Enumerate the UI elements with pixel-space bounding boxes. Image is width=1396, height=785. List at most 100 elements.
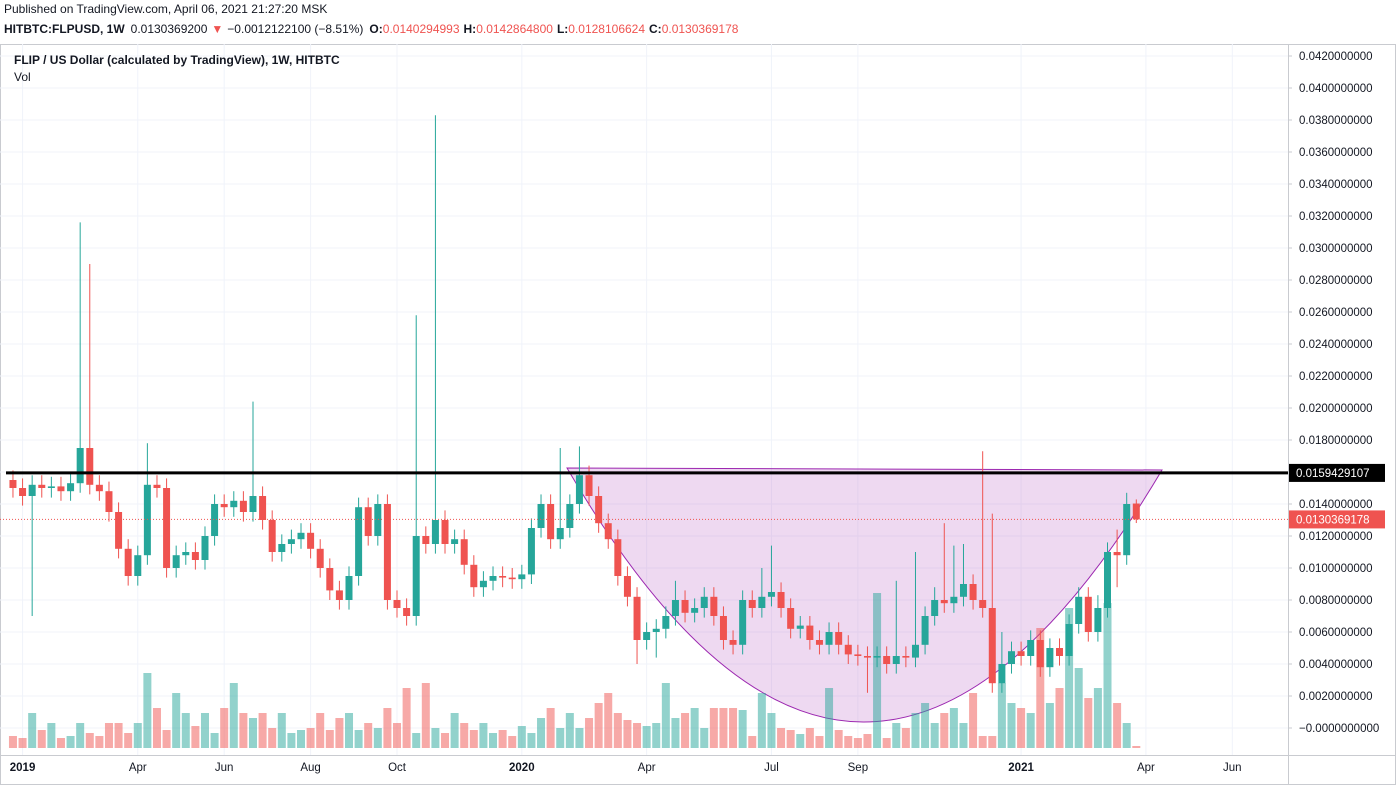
x-tick-label: Sep [848,762,868,774]
volume-bar [1122,723,1131,748]
volume-bar [1084,698,1093,748]
last-price-label: 0.0130369178 [1296,514,1370,526]
volume-bar [537,718,546,748]
volume-bar [1017,708,1026,748]
volume-bar [354,730,363,748]
candle-body [614,539,622,576]
volume-bar [882,738,891,748]
x-tick-label: Jul [764,762,779,774]
legend-title: FLIP / US Dollar (calculated by TradingV… [14,53,340,67]
volume-bar [393,723,402,748]
candle-body [710,596,718,616]
volume-bar [450,713,459,748]
candle-body [883,656,891,664]
volume-bar [441,733,450,748]
volume-bar [1074,668,1083,748]
high-value: 0.0142864800 [476,22,553,36]
volume-bar [940,713,949,748]
candle-body [143,484,151,556]
hline-label-box [1289,463,1385,482]
candle-body [307,532,315,549]
candle-body [451,539,459,544]
volume-bar [56,738,65,748]
candle-body [518,574,526,580]
candle-body [403,608,411,616]
candle-body [230,500,238,508]
candle-body [1084,596,1092,632]
volume-bar [959,723,968,748]
volume-bar [172,693,181,748]
candle-body [988,608,996,684]
candle-body [662,616,670,629]
volume-bar [489,733,498,748]
y-tick-label: 0.0200000000 [1299,403,1373,415]
x-tick-label: Oct [388,762,407,774]
volume-bar [37,730,46,748]
volume-bar [18,738,27,748]
candle-body [57,486,65,492]
y-tick-label: 0.0100000000 [1299,563,1373,575]
volume-bar [104,723,113,748]
candle-body [499,576,507,578]
candle-body [422,536,430,544]
volume-bar [690,708,699,748]
candle-body [335,590,343,600]
y-tick-label: 0.0300000000 [1299,243,1373,255]
volume-bar [191,726,200,748]
volume-bar [1132,746,1141,748]
volume-bar [421,683,430,748]
candle-body [537,504,545,528]
candle-body [479,580,487,588]
candle-body [854,654,862,656]
volume-bar [239,713,248,748]
candle-body [383,504,391,600]
candle-body [835,632,843,645]
candle-body [652,628,660,632]
candle-body [585,475,593,496]
volume-bar [383,708,392,748]
candle-body [172,555,180,568]
volume-bar [277,713,286,748]
candle-body [163,488,171,568]
volume-bar [76,723,85,748]
volume-bar [1036,628,1045,748]
candle-body [547,504,555,540]
y-tick-label: 0.0320000000 [1299,211,1373,223]
volume-bar [1026,713,1035,748]
volume-bar [431,728,440,748]
volume-bar [1113,703,1122,748]
volume-bar [556,728,565,748]
legend-volume: Vol [14,70,31,84]
candle-body [374,504,382,536]
volume-bar [412,733,421,748]
volume-bar [546,708,555,748]
y-tick-label: 0.0280000000 [1299,275,1373,287]
candle-body [623,576,631,597]
volume-bar [325,730,334,748]
volume-bar [565,713,574,748]
candle-body [729,640,737,645]
y-tick-label: 0.0140000000 [1299,499,1373,511]
candle-body [259,496,267,520]
candle-body [825,632,833,645]
low-value: 0.0128106624 [568,22,645,36]
candle-body [902,656,910,658]
volume-bar [853,738,862,748]
volume-bar [287,733,296,748]
candle-body [787,608,795,629]
candle-body [748,600,756,608]
volume-bar [700,728,709,748]
volume-bar [901,728,910,748]
volume-bar [949,708,958,748]
y-tick-label: 0.0020000000 [1299,691,1373,703]
open-value: 0.0140294993 [383,22,460,36]
candle-body [911,644,919,658]
candle-body [691,608,699,613]
candle-body [28,484,36,496]
candle-body [220,504,228,508]
volume-bar [95,736,104,748]
volume-bar [757,693,766,748]
x-tick-label: Apr [129,762,147,774]
candle-body [86,448,94,485]
candle-body [700,596,708,608]
